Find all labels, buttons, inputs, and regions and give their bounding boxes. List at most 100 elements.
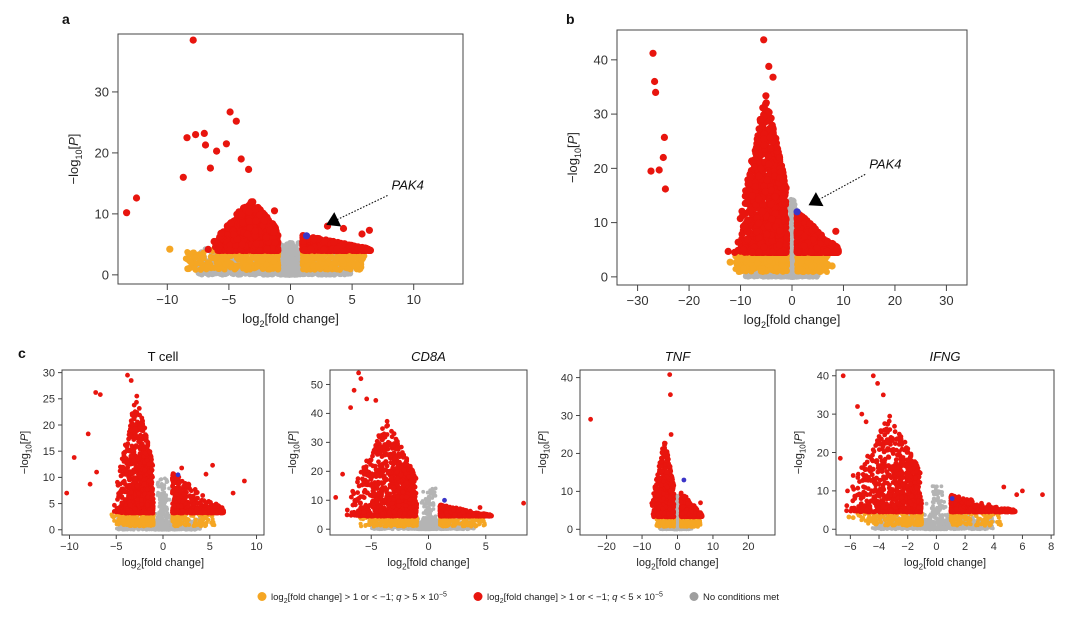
point-ns	[788, 226, 795, 232]
y-tick-label: 30	[95, 84, 109, 99]
x-tick-label: −5	[221, 292, 236, 307]
point-fc-only	[757, 268, 764, 275]
point-sig	[251, 227, 259, 235]
x-axis-label-a: log2[fold change]	[242, 311, 339, 329]
point-fc-only	[254, 263, 261, 270]
point-fc-only	[734, 258, 741, 265]
point-fc-only	[253, 254, 260, 261]
point-ns	[294, 247, 301, 254]
point-sig	[251, 205, 259, 214]
point-fc-only	[166, 245, 174, 253]
point-fc-only	[797, 266, 804, 273]
point-fc-only	[187, 259, 194, 266]
point-sig	[183, 134, 191, 142]
point-fc-only	[310, 262, 317, 269]
point-sig	[299, 237, 307, 245]
point-sig	[189, 36, 197, 44]
point-sig	[179, 173, 187, 181]
point-sig	[204, 245, 212, 253]
point-fc-only	[766, 257, 773, 264]
point-sig	[217, 229, 225, 237]
point-fc-only	[740, 265, 747, 272]
point-fc-only	[754, 259, 761, 266]
point-fc-only	[821, 267, 828, 274]
point-fc-only	[332, 265, 339, 273]
x-tick-label: −10	[156, 292, 178, 307]
y-tick-label: 20	[95, 145, 109, 160]
point-sig	[245, 208, 253, 216]
point-sig	[245, 165, 253, 173]
point-fc-only	[828, 262, 836, 270]
point-ns	[210, 270, 217, 277]
point-ns	[252, 271, 259, 277]
point-sig	[132, 194, 141, 202]
point-ns	[787, 274, 794, 280]
point-sig	[238, 211, 246, 219]
point-ns	[287, 247, 294, 254]
point-ns	[286, 261, 293, 267]
point-sig	[192, 131, 200, 139]
point-fc-only	[185, 266, 192, 273]
point-fc-only	[780, 257, 787, 264]
point-fc-only	[263, 261, 270, 268]
point-ns	[790, 202, 796, 208]
point-fc-only	[329, 253, 336, 260]
point-fc-only	[726, 258, 734, 266]
point-sig	[332, 245, 341, 253]
point-sig	[320, 237, 329, 245]
point-ns	[770, 273, 776, 279]
point-highlight	[302, 232, 311, 240]
point-sig	[230, 230, 238, 239]
point-fc-only	[266, 266, 273, 273]
point-sig	[246, 224, 254, 232]
point-ns	[283, 267, 290, 274]
point-sig	[252, 217, 260, 225]
point-sig	[238, 241, 246, 249]
x-tick-label: 0	[287, 292, 294, 307]
point-sig	[365, 226, 373, 234]
point-fc-only	[316, 256, 323, 263]
point-fc-only	[204, 262, 211, 269]
point-sig	[226, 108, 234, 116]
point-sig	[252, 240, 260, 248]
x-tick-label: 10	[406, 292, 420, 307]
point-sig	[358, 230, 366, 238]
point-sig	[255, 211, 264, 219]
point-fc-only	[808, 263, 815, 271]
point-sig	[357, 244, 365, 252]
point-fc-only	[259, 265, 266, 272]
point-fc-only	[234, 253, 241, 260]
point-ns	[762, 273, 769, 280]
point-fc-only	[798, 259, 805, 266]
point-sig	[227, 219, 235, 227]
point-sig	[232, 117, 240, 125]
point-fc-only	[354, 261, 362, 268]
point-fc-only	[200, 254, 207, 261]
point-sig	[363, 245, 371, 253]
point-fc-only	[302, 257, 310, 264]
point-fc-only	[334, 254, 341, 261]
point-sig	[200, 129, 208, 137]
point-ns	[788, 210, 795, 217]
point-sig	[245, 217, 253, 225]
point-sig	[222, 140, 230, 148]
point-fc-only	[245, 264, 252, 271]
x-tick-label: 5	[348, 292, 355, 307]
annotation-arrowhead	[326, 212, 342, 227]
y-tick-label: 0	[102, 267, 109, 282]
point-fc-only	[233, 262, 240, 269]
point-ns	[284, 255, 291, 261]
point-sig	[347, 241, 355, 249]
point-sig	[301, 246, 309, 254]
points-a	[123, 36, 374, 278]
point-fc-only	[222, 261, 229, 268]
point-sig	[213, 147, 221, 155]
point-ns	[217, 271, 224, 277]
point-sig	[268, 245, 276, 253]
point-sig	[206, 164, 214, 172]
point-sig	[310, 235, 318, 244]
points-b	[647, 36, 842, 280]
